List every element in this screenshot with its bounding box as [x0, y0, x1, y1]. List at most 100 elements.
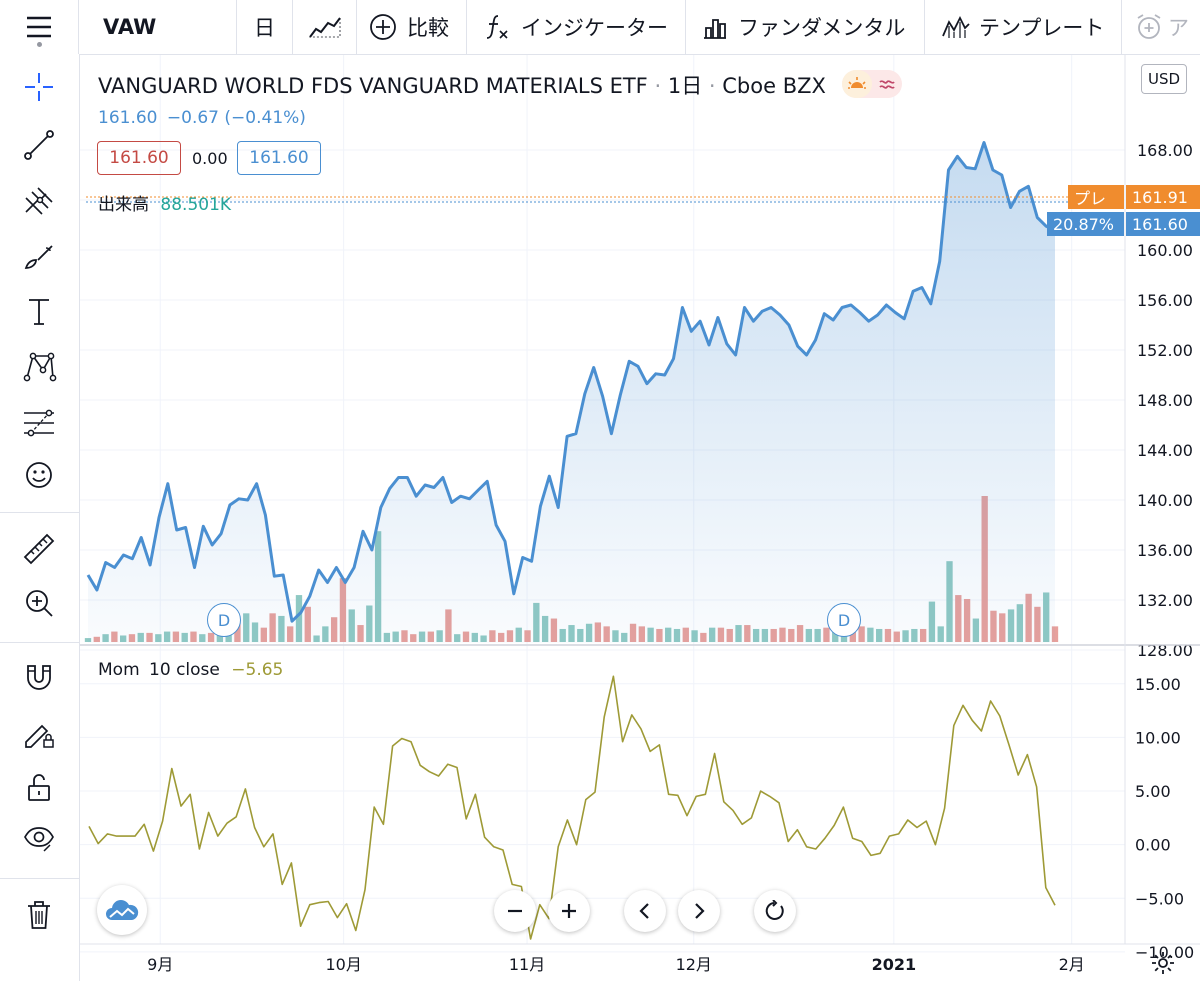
visibility-tool[interactable] — [16, 816, 62, 862]
emoji-icon — [26, 462, 52, 488]
premarket-label: プレ — [1074, 189, 1107, 208]
unlock-tool[interactable] — [16, 764, 62, 810]
time-tick-label: 12月 — [676, 955, 712, 974]
dividend-label: D — [217, 610, 231, 630]
dividend-marker[interactable]: D — [827, 603, 861, 637]
price-tick-label: 140.00 — [1137, 491, 1193, 510]
magnet-tool[interactable] — [16, 654, 62, 700]
premarket-sun-icon — [842, 70, 872, 98]
symbol-search[interactable]: VAW — [79, 0, 237, 54]
legend-exchange: Cboe BZX — [722, 74, 826, 98]
scroll-left-button[interactable] — [624, 890, 666, 932]
bid-box[interactable]: 161.60 — [97, 141, 181, 175]
cloud-button[interactable] — [97, 885, 147, 935]
market-status-badge[interactable] — [842, 70, 902, 98]
templates-button[interactable]: テンプレート — [925, 0, 1122, 54]
time-tick-label: 2021 — [872, 955, 917, 974]
toolbar-divider — [0, 642, 79, 643]
left-arrow-icon — [639, 903, 649, 919]
legend-separator: · — [654, 74, 662, 98]
currency-button[interactable]: USD — [1141, 64, 1187, 94]
toolbar-dot — [37, 42, 42, 47]
price-change: −0.67 — [166, 108, 219, 128]
top-toolbar: VAW 日 比較 インジケーター ファンダメンタル テンプレート ア — [0, 0, 1200, 55]
scroll-right-button[interactable] — [678, 890, 720, 932]
reset-chart-button[interactable] — [754, 890, 796, 932]
momentum-axis-ticks: −10.00 −5.00 0.00 5.00 10.00 15.00 — [1135, 675, 1194, 962]
trendline-icon — [24, 130, 54, 160]
ruler-icon — [23, 533, 55, 565]
chart-style-icon — [308, 16, 341, 38]
momentum-tick-label: −5.00 — [1135, 889, 1184, 908]
momentum-label: Mom — [98, 660, 140, 680]
dividend-marker[interactable]: D — [207, 603, 241, 637]
pitchfork-tool[interactable] — [16, 178, 62, 224]
price-tick-label: 168.00 — [1137, 141, 1193, 160]
pattern-icon — [23, 352, 57, 382]
price-change-pct: (−0.41%) — [224, 108, 306, 128]
trendline-tool[interactable] — [16, 122, 62, 168]
menu-icon — [27, 16, 51, 38]
toolbar-divider — [0, 878, 79, 879]
time-tick-label: 10月 — [325, 955, 361, 974]
fib-tool[interactable] — [16, 400, 62, 446]
brush-tool[interactable] — [16, 234, 62, 280]
unlock-icon — [28, 774, 50, 801]
price-tick-label: 136.00 — [1137, 541, 1193, 560]
interval-label: 日 — [254, 16, 275, 40]
fib-icon — [24, 409, 54, 437]
legend-interval: 1日 — [667, 74, 703, 98]
brush-icon — [24, 245, 53, 269]
ruler-tool[interactable] — [16, 526, 62, 572]
compare-button[interactable]: 比較 — [357, 0, 467, 54]
momentum-line — [88, 675, 1056, 940]
settings-icon — [1152, 952, 1174, 974]
dividend-label: D — [837, 610, 851, 630]
cloud-icon — [106, 900, 139, 920]
chart-style-button[interactable] — [293, 0, 357, 54]
price-tick-label: 152.00 — [1137, 341, 1193, 360]
ask-box[interactable]: 161.60 — [237, 141, 321, 175]
lock-drawing-tool[interactable] — [16, 710, 62, 756]
zoom-in-tool[interactable] — [16, 580, 62, 626]
zoom-out-button[interactable] — [494, 890, 536, 932]
interval-button[interactable]: 日 — [237, 0, 293, 54]
menu-button[interactable] — [0, 0, 79, 54]
zoom-in-button[interactable] — [548, 890, 590, 932]
indicators-button[interactable]: インジケーター — [467, 0, 686, 54]
momentum-tick-label: −10.00 — [1135, 943, 1194, 962]
emoji-tool[interactable] — [16, 452, 62, 498]
text-tool[interactable] — [16, 288, 62, 334]
settings-button[interactable] — [1148, 948, 1178, 978]
volume-legend: 出来高 88.501K — [98, 190, 231, 215]
legend-title-row: VANGUARD WORLD FDS VANGUARD MATERIALS ET… — [98, 70, 826, 100]
templates-label: テンプレート — [979, 16, 1105, 40]
gain-pct-tag: 20.87% — [1047, 212, 1124, 236]
price-tick-label: 132.00 — [1137, 591, 1193, 610]
time-tick-label: 9月 — [147, 955, 173, 974]
crosshair-icon — [25, 73, 53, 101]
alarm-icon — [1137, 14, 1161, 39]
symbol-label: VAW — [103, 15, 157, 39]
alert-button[interactable]: ア — [1122, 0, 1200, 54]
drawing-toolbar — [0, 42, 80, 981]
momentum-tick-label: 5.00 — [1135, 782, 1171, 801]
price-tick-label: 148.00 — [1137, 391, 1193, 410]
delete-tool[interactable] — [16, 892, 62, 938]
crosshair-tool[interactable] — [16, 64, 62, 110]
time-tick-label: 2月 — [1059, 955, 1085, 974]
time-axis-ticks: 9月 10月 11月 12月 2021 2月 — [147, 955, 1085, 974]
fundamentals-button[interactable]: ファンダメンタル — [686, 0, 925, 54]
data-delay-icon — [872, 70, 902, 98]
legend-price-row: 161.60 −0.67 (−0.41%) — [98, 108, 306, 128]
currency-label: USD — [1147, 70, 1181, 88]
eye-icon — [24, 827, 54, 852]
premarket-label-tag: プレ — [1068, 185, 1124, 209]
premarket-price-tag: 161.91 — [1126, 185, 1200, 209]
fundamentals-label: ファンダメンタル — [738, 16, 906, 40]
last-price: 161.60 — [98, 108, 158, 128]
momentum-tick-label: 10.00 — [1135, 728, 1181, 747]
compare-icon — [370, 14, 396, 40]
pattern-tool[interactable] — [16, 344, 62, 390]
